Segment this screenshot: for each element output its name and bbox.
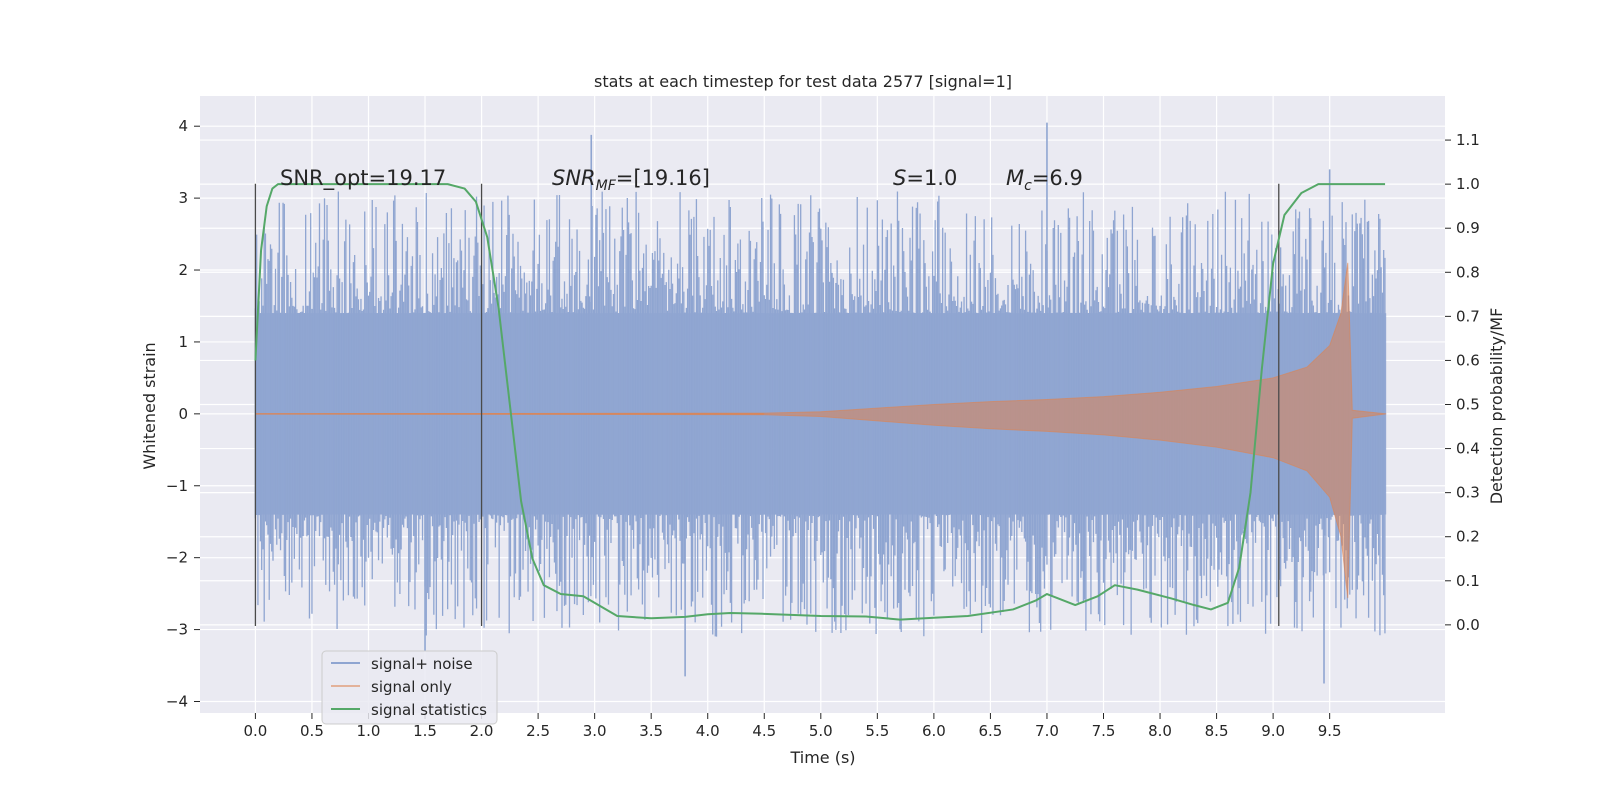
left-y-tick-label: −1 bbox=[166, 477, 188, 495]
right-y-tick-label: 0.2 bbox=[1456, 528, 1480, 546]
left-y-tick-label: −3 bbox=[166, 621, 188, 639]
x-tick-label: 0.5 bbox=[300, 722, 324, 740]
mc-annotation: Mc=6.9 bbox=[1006, 166, 1083, 194]
left-y-tick-label: −2 bbox=[166, 549, 188, 567]
snr-mf-value: =[19.16] bbox=[616, 166, 710, 190]
x-tick-label: 4.5 bbox=[752, 722, 776, 740]
right-y-tick-label: 0.9 bbox=[1456, 219, 1480, 237]
left-y-tick-label: 1 bbox=[178, 333, 188, 351]
right-y-tick-label: 0.4 bbox=[1456, 440, 1480, 458]
right-y-axis-label: Detection probability/MF bbox=[1487, 308, 1506, 505]
s-value: =1.0 bbox=[906, 166, 957, 190]
x-tick-label: 8.0 bbox=[1148, 722, 1172, 740]
right-y-axis-ticks: 1.1 1.0 0.9 0.8 0.7 0.6 0.5 0.4 0.3 0.2 0.1 0.0 bbox=[1445, 131, 1480, 634]
x-tick-label: 1.0 bbox=[357, 722, 381, 740]
x-tick-label: 3.5 bbox=[639, 722, 663, 740]
legend-label-signal-only: signal only bbox=[371, 678, 452, 696]
right-y-tick-label: 0.6 bbox=[1456, 351, 1480, 369]
right-y-tick-label: 0.0 bbox=[1456, 616, 1480, 634]
x-axis-label: Time (s) bbox=[789, 748, 855, 767]
s-annotation: S=1.0 bbox=[893, 166, 957, 190]
right-y-tick-label: 0.5 bbox=[1456, 396, 1480, 414]
left-y-tick-label: 3 bbox=[178, 189, 188, 207]
left-y-axis-label: Whitened strain bbox=[140, 342, 159, 469]
chart-title: stats at each timestep for test data 257… bbox=[594, 72, 1012, 91]
annotations: SNR_opt=19.17 SNRMF=[19.16] S=1.0 Mc=6.9 bbox=[280, 166, 1083, 194]
left-y-tick-label: 4 bbox=[178, 117, 188, 135]
right-y-tick-label: 0.8 bbox=[1456, 263, 1480, 281]
signal-statistics-series bbox=[254, 183, 1386, 621]
right-y-tick-label: 1.0 bbox=[1456, 175, 1480, 193]
x-axis-ticks: 0.0 0.5 1.0 1.5 2.0 2.5 3.0 3.5 4.0 4.5 5.0 5.5 6.0 6… bbox=[243, 713, 1342, 740]
left-y-tick-label: 0 bbox=[178, 405, 188, 423]
mc-value: =6.9 bbox=[1032, 166, 1083, 190]
left-y-axis-ticks: 4 3 2 1 0 −1 −2 −3 −4 bbox=[166, 117, 200, 710]
vertical-markers bbox=[254, 183, 1280, 626]
left-y-tick-label: 2 bbox=[178, 261, 188, 279]
right-y-tick-label: 0.7 bbox=[1456, 307, 1480, 325]
x-tick-label: 7.0 bbox=[1035, 722, 1059, 740]
left-y-tick-label: −4 bbox=[166, 692, 188, 710]
x-tick-label: 9.0 bbox=[1261, 722, 1285, 740]
legend-box bbox=[321, 650, 498, 725]
legend-label-signal-noise: signal+ noise bbox=[371, 655, 473, 673]
x-tick-label: 4.0 bbox=[696, 722, 720, 740]
x-tick-label: 2.0 bbox=[470, 722, 494, 740]
s-symbol: S bbox=[893, 166, 906, 190]
x-tick-label: 2.5 bbox=[526, 722, 550, 740]
x-tick-label: 9.5 bbox=[1318, 722, 1342, 740]
x-tick-label: 3.0 bbox=[583, 722, 607, 740]
x-tick-label: 1.5 bbox=[413, 722, 437, 740]
signal-only-envelope bbox=[255, 262, 1387, 599]
snr-mf-subscript: MF bbox=[596, 178, 617, 194]
snr-opt-annotation: SNR_opt=19.17 bbox=[280, 166, 446, 191]
snr-mf-main: SNR bbox=[552, 166, 596, 190]
x-tick-label: 8.5 bbox=[1205, 722, 1229, 740]
x-tick-label: 7.5 bbox=[1092, 722, 1116, 740]
legend-label-signal-statistics: signal statistics bbox=[371, 701, 487, 719]
x-tick-label: 0.0 bbox=[243, 722, 267, 740]
snr-mf-annotation: SNRMF=[19.16] bbox=[552, 166, 710, 194]
x-tick-label: 5.5 bbox=[865, 722, 889, 740]
signal-statistics-line bbox=[254, 183, 1386, 621]
mc-subscript: c bbox=[1024, 178, 1032, 194]
mc-symbol: M bbox=[1006, 166, 1024, 190]
signal-only-series bbox=[255, 262, 1387, 599]
legend: signal+ noise signal only signal statist… bbox=[321, 650, 498, 725]
right-y-tick-label: 0.1 bbox=[1456, 572, 1480, 590]
right-y-tick-label: 1.1 bbox=[1456, 131, 1480, 149]
x-tick-label: 6.0 bbox=[922, 722, 946, 740]
right-y-tick-label: 0.3 bbox=[1456, 484, 1480, 502]
x-tick-label: 5.0 bbox=[809, 722, 833, 740]
x-tick-label: 6.5 bbox=[978, 722, 1002, 740]
